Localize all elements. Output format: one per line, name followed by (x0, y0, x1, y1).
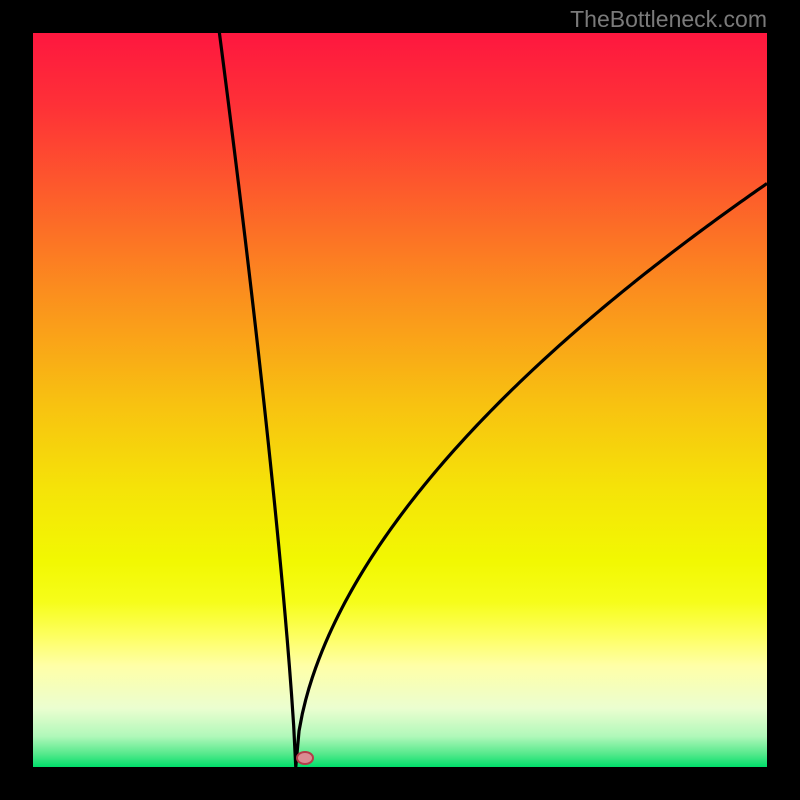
plot-area (33, 33, 767, 767)
min-marker (296, 751, 314, 765)
chart-container: TheBottleneck.com (0, 0, 800, 800)
watermark-text: TheBottleneck.com (570, 6, 767, 33)
